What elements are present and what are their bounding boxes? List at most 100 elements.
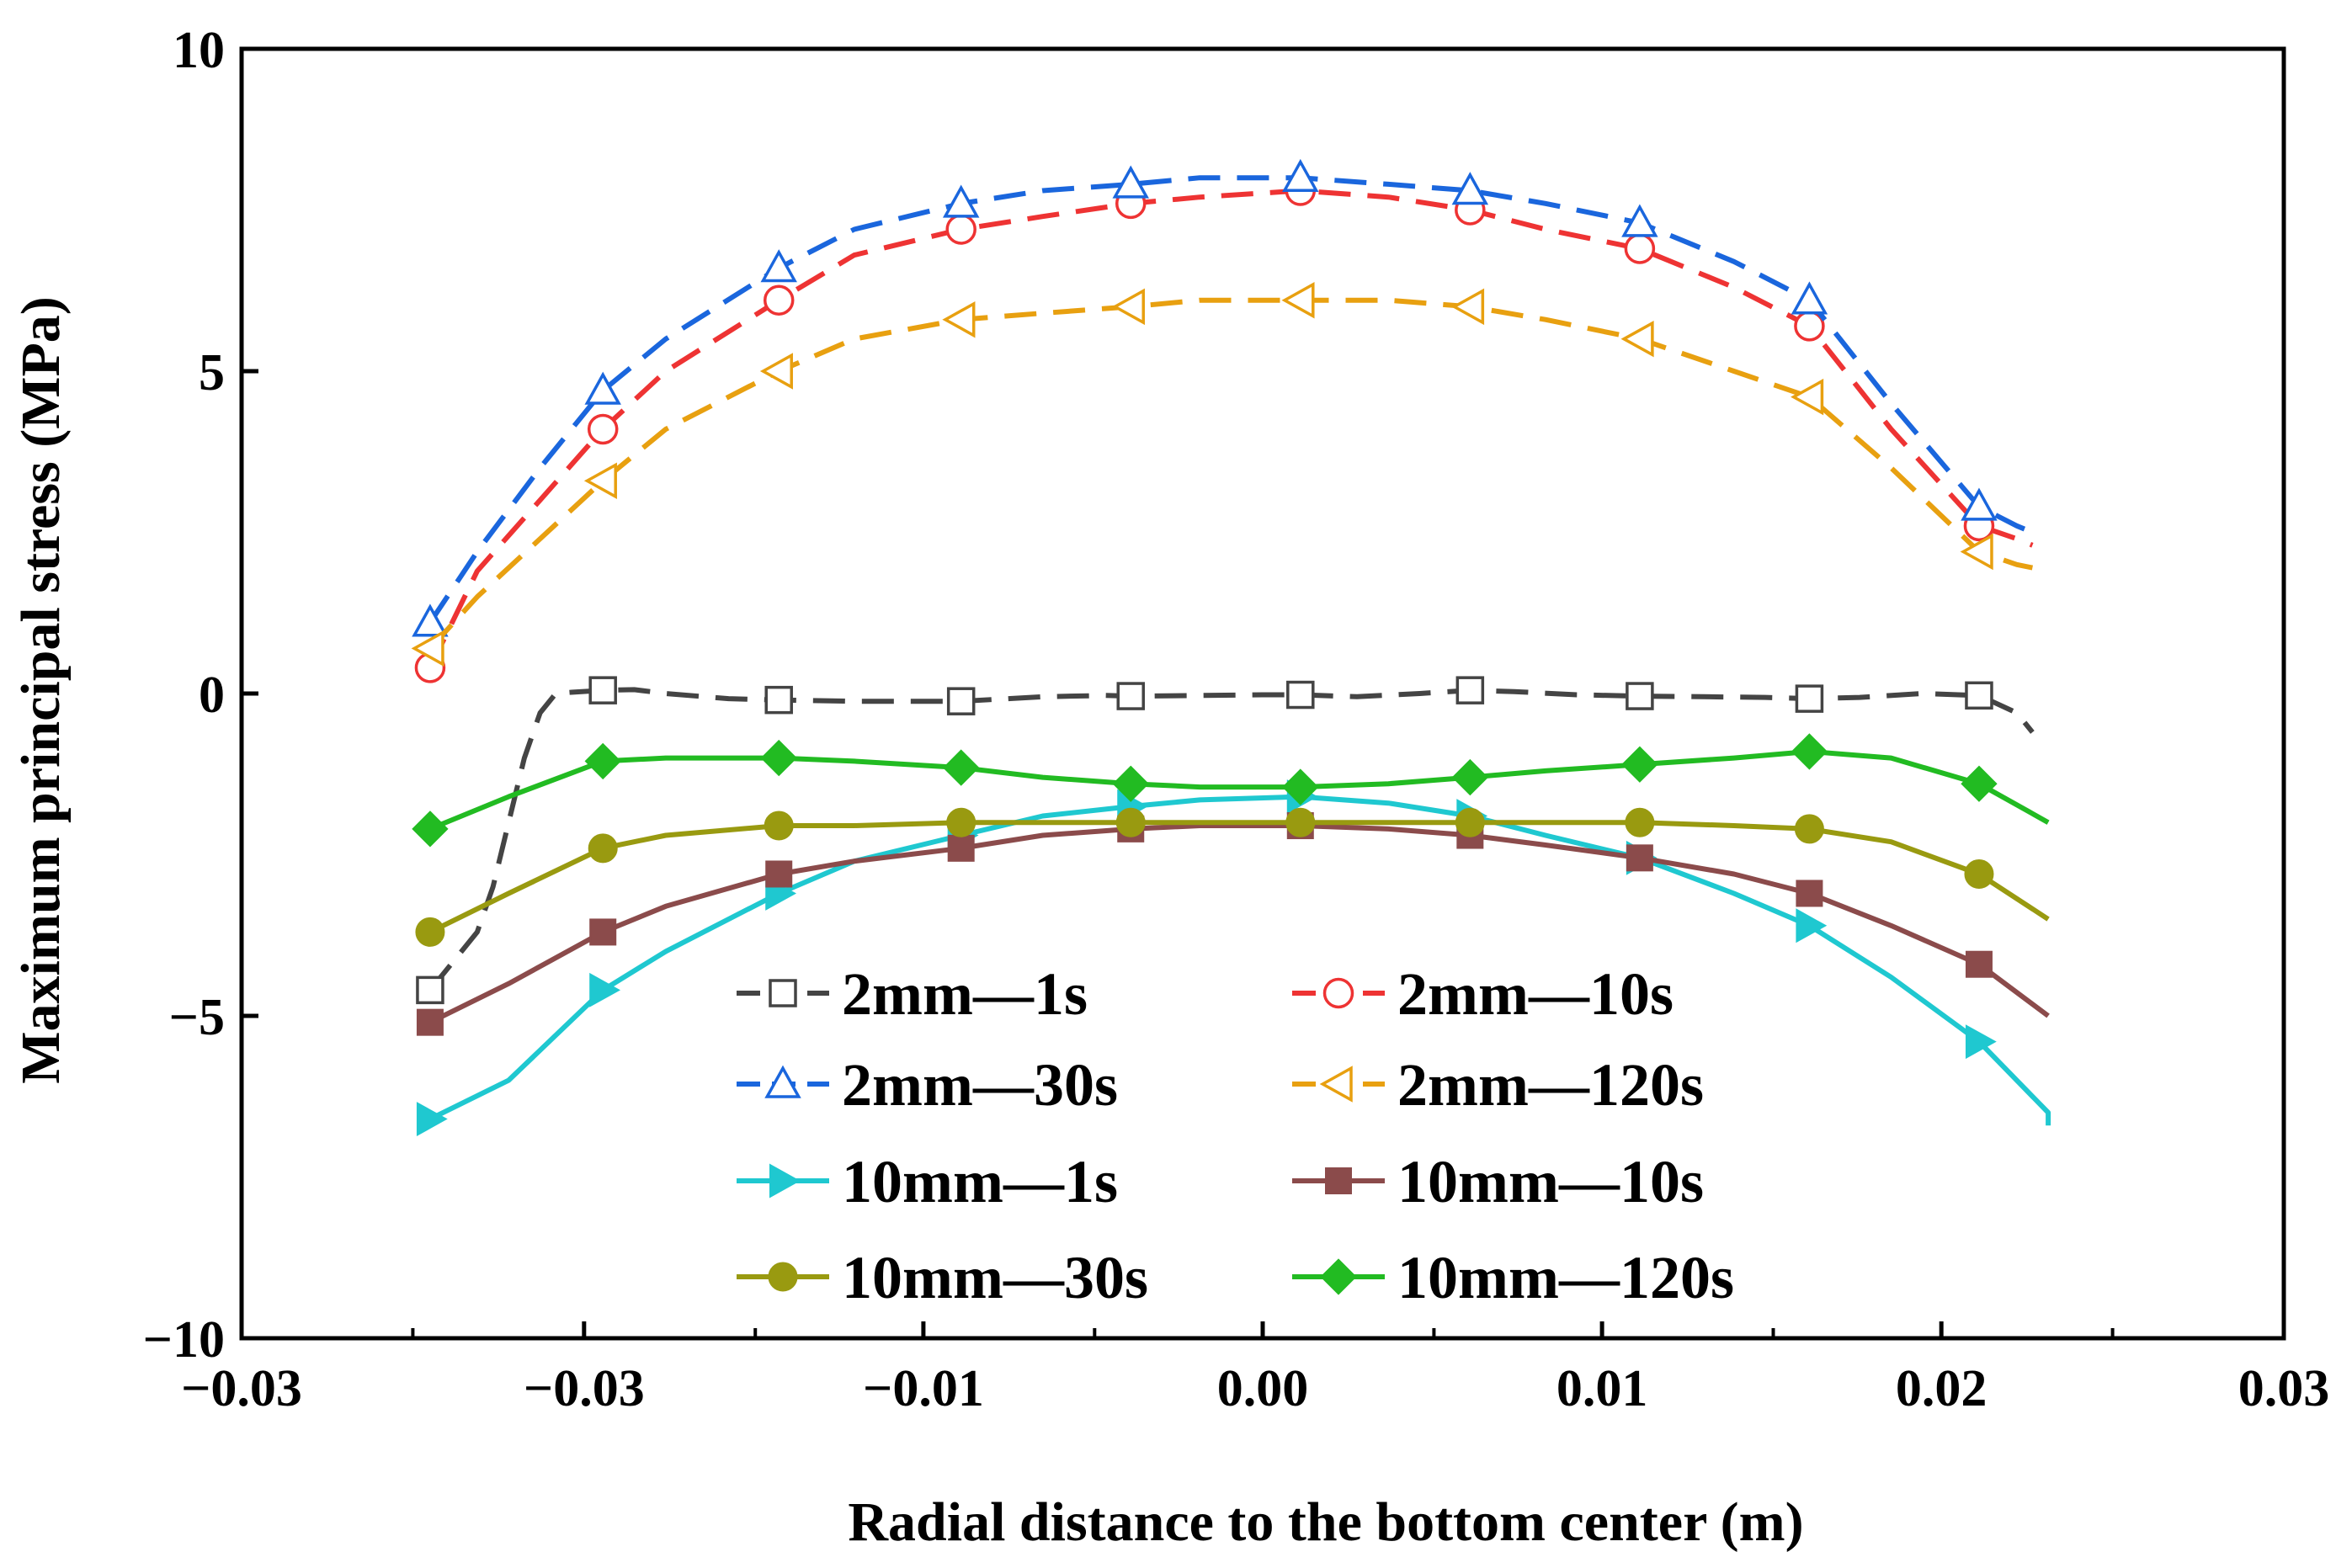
data-point <box>1965 950 1993 978</box>
legend-label: 2mm—1s <box>842 960 1088 1028</box>
data-point <box>1791 281 1828 315</box>
data-point <box>947 834 975 862</box>
data-point <box>1112 765 1149 802</box>
data-point <box>1282 768 1319 805</box>
series-2 <box>414 175 2034 683</box>
legend-marker <box>1319 1066 1353 1103</box>
y-tick-label: −5 <box>169 989 225 1046</box>
x-tick-label: −0.01 <box>863 1360 984 1417</box>
data-point <box>1451 758 1488 796</box>
x-tick-label: 0.00 <box>1217 1360 1309 1417</box>
y-axis-title: Maximum principal stress (MPa) <box>10 296 72 1084</box>
legend: 2mm—1s 2mm—10s 2mm—30s 2mm—120s 10mm—1s 10mm—… <box>737 960 1734 1311</box>
legend-marker <box>1322 977 1354 1009</box>
legend-entry: 10mm—30s <box>737 1244 1148 1311</box>
data-point <box>946 807 976 837</box>
data-point <box>945 214 976 245</box>
series-line <box>428 794 2051 1126</box>
data-point <box>416 1008 444 1036</box>
data-point <box>1794 814 1824 844</box>
data-point <box>1282 158 1319 192</box>
data-point <box>1791 378 1824 416</box>
x-axis-title: Radial distance to the bottom center (m) <box>848 1491 1803 1553</box>
data-point <box>416 975 444 1005</box>
data-point <box>588 833 618 864</box>
data-point <box>1796 880 1823 907</box>
data-point <box>1281 282 1315 319</box>
series-8 <box>412 733 2050 848</box>
legend-marker <box>1325 1167 1352 1194</box>
data-point <box>1961 487 1998 521</box>
series-line <box>428 175 2034 625</box>
legend-entry: 2mm—120s <box>1292 1051 1704 1119</box>
data-point <box>1116 682 1145 710</box>
legend-marker <box>764 1065 801 1098</box>
data-point <box>1286 680 1315 710</box>
legend-marker <box>769 979 797 1007</box>
data-point <box>1624 233 1656 264</box>
data-point <box>412 603 449 637</box>
legend-label: 10mm—1s <box>842 1148 1118 1215</box>
series-4 <box>411 282 2034 667</box>
legend-entry: 10mm—1s <box>737 1148 1118 1215</box>
data-point <box>412 811 449 848</box>
series-line <box>428 297 2034 651</box>
series-line <box>428 188 2034 669</box>
data-point <box>589 972 621 1007</box>
data-point <box>942 300 976 338</box>
data-point <box>584 742 621 780</box>
x-tick-label: 0.01 <box>1556 1360 1648 1417</box>
legend-entry: 2mm—1s <box>737 960 1088 1028</box>
series-7 <box>415 807 2050 947</box>
data-point <box>943 749 980 786</box>
y-tick-label: −10 <box>143 1311 225 1369</box>
data-point <box>942 184 980 218</box>
data-point <box>1965 681 1993 710</box>
data-point <box>411 630 444 667</box>
legend-entry: 2mm—10s <box>1292 960 1674 1028</box>
data-point <box>1451 172 1489 205</box>
y-tick-label: 10 <box>173 22 225 79</box>
data-point <box>1964 858 1994 889</box>
series-layer <box>411 158 2051 1137</box>
legend-label: 10mm—30s <box>842 1244 1148 1311</box>
legend-label: 10mm—10s <box>1397 1148 1704 1215</box>
series-line <box>428 687 2035 992</box>
data-point <box>946 687 976 715</box>
y-tick-label: 5 <box>199 344 225 401</box>
legend-marker <box>1320 1258 1357 1295</box>
data-point <box>584 371 621 405</box>
legend-entry: 10mm—120s <box>1292 1244 1734 1311</box>
legend-entry: 2mm—30s <box>737 1051 1118 1119</box>
data-point <box>1112 165 1149 199</box>
data-point <box>760 739 797 777</box>
legend-label: 2mm—120s <box>1397 1051 1704 1119</box>
data-point <box>1285 807 1316 837</box>
data-point <box>1111 288 1145 326</box>
data-point <box>764 685 793 715</box>
data-point <box>1796 908 1828 943</box>
data-point <box>1621 204 1658 237</box>
legend-entry: 10mm—10s <box>1292 1148 1704 1215</box>
legend-marker <box>769 1163 801 1199</box>
data-point <box>1625 807 1655 837</box>
data-point <box>1115 807 1146 837</box>
x-tick-label: −0.03 <box>181 1360 302 1417</box>
data-point <box>589 918 617 946</box>
data-point <box>1455 807 1485 837</box>
data-point <box>760 249 797 283</box>
legend-label: 2mm—10s <box>1397 960 1674 1028</box>
legend-marker <box>768 1262 798 1292</box>
y-tick-label: 0 <box>199 667 225 724</box>
data-point <box>1620 320 1654 358</box>
data-point <box>1960 533 1993 571</box>
data-point <box>765 860 793 888</box>
x-tick-label: −0.03 <box>524 1360 645 1417</box>
data-point <box>1791 733 1828 770</box>
data-point <box>759 353 793 390</box>
x-tick-label: 0.02 <box>1896 1360 1987 1417</box>
data-point <box>587 413 619 445</box>
data-point <box>583 462 617 499</box>
